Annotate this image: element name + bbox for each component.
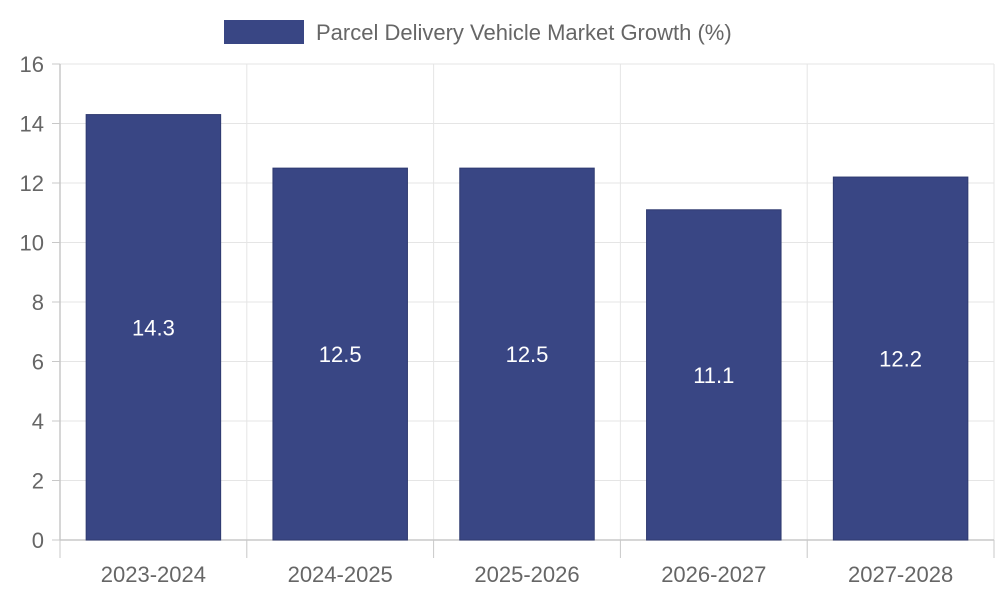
- data-label-2026-2027: 11.1: [693, 363, 734, 388]
- data-label-2024-2025: 12.5: [319, 342, 362, 367]
- x-tick-label: 2027-2028: [848, 562, 953, 587]
- bar-2027-2028[interactable]: [832, 176, 969, 541]
- data-label-2025-2026: 12.5: [506, 342, 549, 367]
- bar-2025-2026[interactable]: [459, 167, 595, 541]
- y-tick-label: 4: [32, 409, 44, 434]
- y-tick-label: 10: [20, 231, 44, 256]
- data-label-2023-2024: 14.3: [132, 315, 175, 340]
- y-tick-label: 6: [32, 350, 44, 375]
- y-tick-label: 16: [20, 52, 44, 77]
- y-tick-label: 2: [32, 469, 44, 494]
- x-tick-label: 2023-2024: [101, 562, 206, 587]
- y-tick-label: 0: [32, 528, 44, 553]
- y-tick-label: 14: [20, 112, 44, 137]
- legend[interactable]: Parcel Delivery Vehicle Market Growth (%…: [224, 20, 732, 45]
- bars: [85, 114, 969, 541]
- data-label-2027-2028: 12.2: [879, 347, 922, 372]
- bar-2023-2024[interactable]: [85, 114, 222, 541]
- x-tick-label: 2024-2025: [288, 562, 393, 587]
- x-tick-label: 2026-2027: [661, 562, 766, 587]
- x-axis-ticks: 2023-2024 2024-2025 2025-2026 2026-2027 2027…: [59, 540, 995, 587]
- x-tick-label: 2025-2026: [474, 562, 579, 587]
- bar-2026-2027[interactable]: [646, 209, 782, 541]
- y-axis-ticks: 0 2 4 6 8 10 12 14 16: [20, 52, 60, 553]
- legend-swatch: [224, 20, 304, 44]
- y-tick-label: 8: [32, 290, 44, 315]
- y-tick-label: 12: [20, 171, 44, 196]
- bar-2024-2025[interactable]: [272, 167, 408, 541]
- data-labels: 14.3 12.5 12.5 11.1 12.2: [132, 315, 922, 388]
- legend-label: Parcel Delivery Vehicle Market Growth (%…: [316, 20, 732, 45]
